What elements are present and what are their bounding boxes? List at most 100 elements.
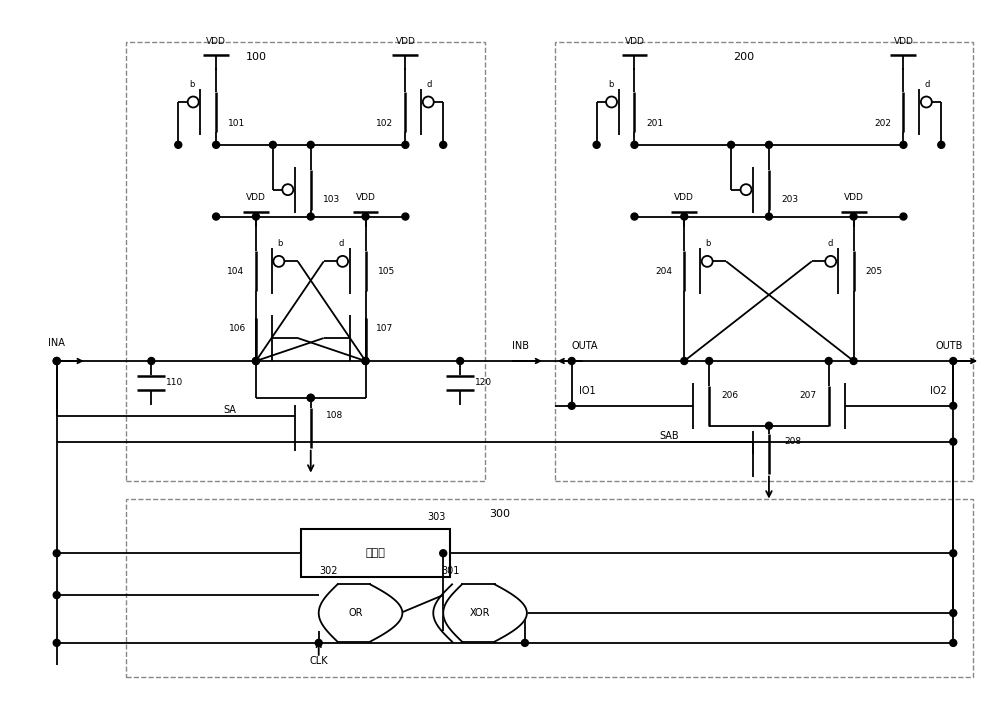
Text: 延时链: 延时链 [366,548,385,558]
Text: 206: 206 [721,392,738,400]
FancyBboxPatch shape [301,529,450,577]
Text: 120: 120 [475,378,492,387]
Polygon shape [443,584,527,642]
Text: VDD: VDD [206,37,226,46]
Circle shape [825,357,832,364]
Text: d: d [339,239,344,248]
Text: 302: 302 [319,566,338,576]
Polygon shape [319,584,402,642]
Text: 105: 105 [377,267,395,276]
Text: 201: 201 [646,120,664,128]
Circle shape [681,213,688,220]
Text: VDD: VDD [395,37,415,46]
Text: INA: INA [48,338,65,348]
Circle shape [850,357,857,364]
Text: VDD: VDD [625,37,644,46]
Text: b: b [277,239,283,248]
Circle shape [681,357,688,364]
Circle shape [900,141,907,148]
Text: SA: SA [223,405,236,415]
Circle shape [457,357,464,364]
Text: 108: 108 [326,411,343,420]
Circle shape [252,357,259,364]
Circle shape [362,357,369,364]
Circle shape [850,213,857,220]
Circle shape [362,213,369,220]
Circle shape [53,550,60,557]
Text: 300: 300 [490,509,511,519]
Text: 106: 106 [229,324,246,333]
Text: 100: 100 [245,52,266,62]
Circle shape [950,402,957,410]
Circle shape [53,357,60,364]
Text: 301: 301 [441,566,459,576]
Text: 103: 103 [323,195,340,204]
Circle shape [213,213,220,220]
Circle shape [402,141,409,148]
Circle shape [269,141,276,148]
Circle shape [175,141,182,148]
Circle shape [521,639,528,647]
Circle shape [307,141,314,148]
Text: OUTA: OUTA [572,341,598,351]
Circle shape [593,141,600,148]
Circle shape [568,402,575,410]
Text: 102: 102 [376,120,393,128]
Text: INB: INB [512,341,529,351]
Circle shape [307,213,314,220]
Text: 204: 204 [655,267,672,276]
Text: 101: 101 [228,120,245,128]
Text: OUTB: OUTB [936,341,963,351]
Text: SAB: SAB [660,431,679,440]
Text: OR: OR [348,608,363,618]
Circle shape [568,357,575,364]
Text: 207: 207 [800,392,817,400]
Circle shape [213,141,220,148]
Circle shape [440,550,447,557]
Circle shape [148,357,155,364]
Text: 104: 104 [227,267,244,276]
Circle shape [765,422,772,429]
Text: IO2: IO2 [930,386,947,396]
Text: 203: 203 [781,195,798,204]
Circle shape [362,357,369,364]
Circle shape [950,550,957,557]
Text: VDD: VDD [893,37,913,46]
Circle shape [900,213,907,220]
Text: VDD: VDD [674,193,694,202]
Circle shape [307,395,314,402]
Circle shape [631,213,638,220]
Text: 208: 208 [784,437,801,446]
Circle shape [950,639,957,647]
Text: d: d [827,239,832,248]
Circle shape [53,591,60,599]
Circle shape [252,357,259,364]
Text: 110: 110 [166,378,184,387]
Circle shape [706,357,713,364]
Circle shape [765,141,772,148]
Circle shape [440,141,447,148]
Text: b: b [608,79,613,89]
Circle shape [950,357,957,364]
Text: CLK: CLK [309,656,328,666]
Text: d: d [427,79,432,89]
Circle shape [252,213,259,220]
Circle shape [53,357,60,364]
Text: XOR: XOR [470,608,490,618]
Circle shape [938,141,945,148]
Circle shape [765,213,772,220]
Text: 303: 303 [427,513,445,523]
Circle shape [631,141,638,148]
Text: b: b [706,239,711,248]
Text: b: b [190,79,195,89]
Circle shape [315,639,322,647]
Text: d: d [925,79,930,89]
Circle shape [950,609,957,616]
Text: VDD: VDD [844,193,864,202]
Text: VDD: VDD [246,193,266,202]
Text: 202: 202 [874,120,891,128]
Circle shape [53,639,60,647]
Text: IO1: IO1 [579,386,596,396]
Text: 205: 205 [866,267,883,276]
Circle shape [728,141,735,148]
